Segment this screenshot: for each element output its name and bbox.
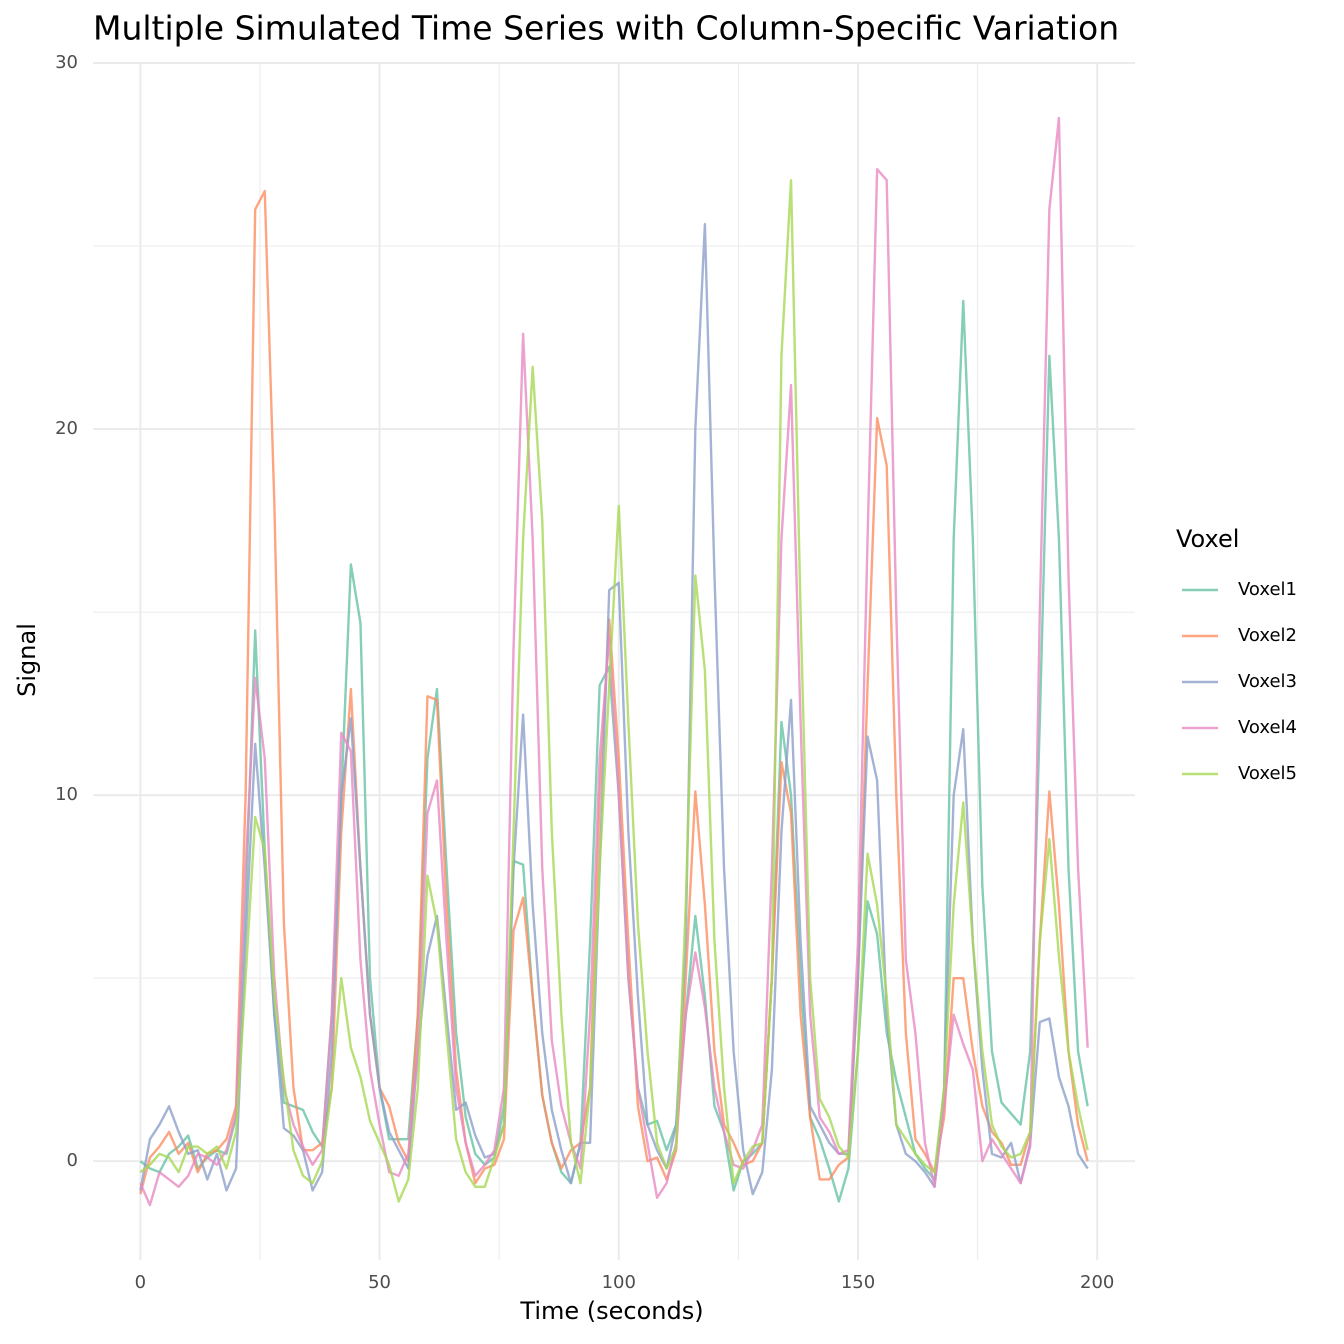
y-tick-label: 30 (55, 52, 78, 73)
y-axis-label: Signal (13, 623, 41, 697)
legend-label: Voxel4 (1238, 717, 1297, 738)
x-tick-label: 100 (602, 1272, 636, 1293)
x-tick-label: 200 (1080, 1272, 1114, 1293)
legend-label: Voxel3 (1238, 671, 1297, 692)
legend-label: Voxel2 (1238, 625, 1297, 646)
legend-label: Voxel5 (1238, 763, 1297, 784)
legend-title: Voxel (1176, 525, 1239, 553)
series-line (139, 116, 1089, 1207)
y-tick-label: 0 (67, 1150, 78, 1171)
chart-title: Multiple Simulated Time Series with Colu… (93, 9, 1119, 48)
y-tick-label: 10 (55, 784, 78, 805)
series-line (139, 178, 1089, 1203)
x-tick-label: 50 (368, 1272, 391, 1293)
y-tick-label: 20 (55, 418, 78, 439)
x-tick-label: 0 (135, 1272, 146, 1293)
x-axis-label: Time (seconds) (519, 1297, 703, 1325)
legend-label: Voxel1 (1238, 579, 1297, 600)
x-tick-label: 150 (841, 1272, 875, 1293)
